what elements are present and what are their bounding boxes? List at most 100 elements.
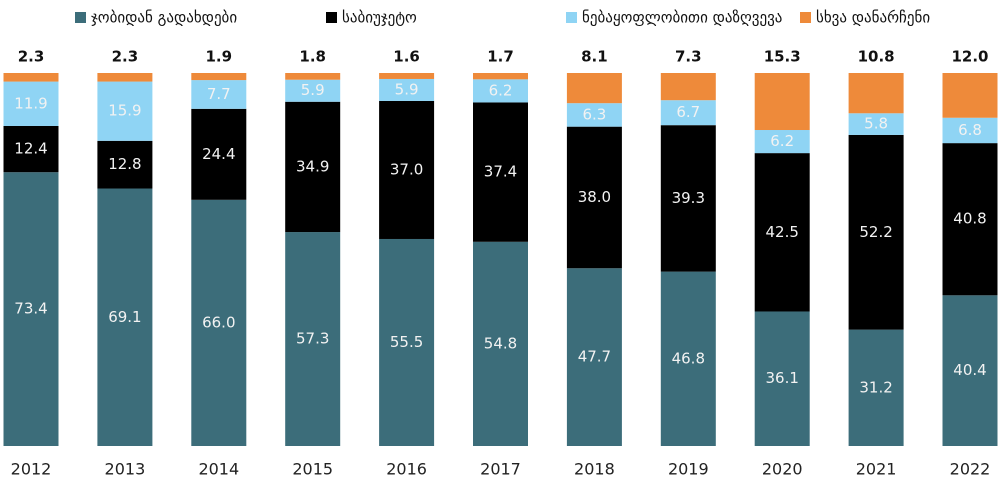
x-tick-label: 2014 — [198, 460, 239, 479]
total-label: 12.0 — [951, 48, 988, 66]
value-label: 37.4 — [484, 163, 517, 181]
total-label: 1.9 — [206, 48, 233, 66]
value-label: 6.2 — [770, 132, 794, 150]
value-label: 40.8 — [953, 210, 986, 228]
legend-label: ჯობიდან გადახდები — [91, 9, 237, 27]
bar-segment — [754, 311, 810, 446]
legend-swatch — [566, 12, 577, 23]
total-label: 8.1 — [581, 48, 608, 66]
value-label: 7.7 — [207, 85, 231, 103]
total-label: 15.3 — [764, 48, 801, 66]
value-label: 15.9 — [108, 102, 141, 120]
value-label: 37.0 — [390, 160, 423, 178]
bar-segment — [3, 73, 59, 82]
value-label: 66.0 — [202, 313, 235, 331]
x-tick-label: 2013 — [105, 460, 146, 479]
bar-segment — [97, 81, 153, 141]
bar-segment — [660, 100, 716, 126]
value-label: 31.2 — [859, 378, 892, 396]
value-label: 5.9 — [301, 81, 325, 99]
value-label: 6.8 — [958, 121, 982, 139]
bar-segment — [285, 232, 341, 446]
x-tick-label: 2021 — [856, 460, 897, 479]
total-label: 7.3 — [675, 48, 702, 66]
bar-segment — [566, 103, 622, 127]
bar-segment — [754, 153, 810, 312]
bar-segment — [379, 78, 435, 101]
bar-segment — [660, 125, 716, 272]
bar-segment — [191, 80, 247, 109]
bar-segment — [942, 143, 998, 296]
value-label: 73.4 — [14, 300, 47, 318]
value-label: 42.5 — [765, 223, 798, 241]
value-label: 54.8 — [484, 334, 517, 352]
value-label: 46.8 — [672, 349, 705, 367]
value-label: 40.4 — [953, 361, 986, 379]
legend-swatch — [800, 12, 811, 23]
bar-segment — [379, 238, 435, 446]
value-label: 12.4 — [14, 140, 47, 158]
bar-segment — [473, 102, 528, 242]
bar-segment — [566, 73, 622, 104]
bar-segment — [285, 73, 341, 80]
bar-segment — [473, 73, 528, 80]
bar-segment — [754, 130, 810, 154]
legend-label: სხვა დანარჩენი — [816, 9, 930, 27]
value-label: 5.9 — [395, 80, 419, 98]
bar-segment — [285, 79, 341, 102]
total-label: 2.3 — [18, 48, 45, 66]
bar-segment — [566, 268, 622, 446]
total-label: 1.8 — [299, 48, 326, 66]
value-label: 69.1 — [108, 308, 141, 326]
value-label: 6.7 — [676, 103, 700, 121]
x-tick-label: 2020 — [762, 460, 803, 479]
x-tick-label: 2015 — [292, 460, 333, 479]
bar-segment — [848, 329, 904, 446]
value-label: 12.8 — [108, 155, 141, 173]
bar-segment — [942, 295, 998, 446]
bar-segment — [3, 172, 59, 446]
bar-segment — [191, 73, 247, 81]
value-label: 38.0 — [578, 188, 611, 206]
x-tick-label: 2017 — [480, 460, 521, 479]
value-label: 47.7 — [578, 348, 611, 366]
bar-segment — [379, 73, 435, 79]
legend-swatch — [326, 12, 337, 23]
bar-segment — [191, 199, 247, 446]
bar-segment — [191, 108, 247, 200]
x-tick-label: 2019 — [668, 460, 709, 479]
legend-label: ნებაყოფლობითი დაზღვევა — [582, 9, 782, 27]
value-label: 5.8 — [864, 115, 888, 133]
bar-segment — [660, 271, 716, 446]
value-label: 6.2 — [489, 81, 513, 99]
value-label: 34.9 — [296, 157, 329, 175]
bar-segment — [942, 117, 998, 144]
legend-label: საბიუჯეტო — [342, 9, 417, 27]
bar-segment — [848, 113, 904, 135]
value-label: 6.3 — [582, 105, 606, 123]
bar-segment — [473, 79, 528, 103]
bar-segment — [660, 73, 716, 101]
value-label: 11.9 — [14, 94, 47, 112]
bar-segment — [848, 73, 904, 114]
bar-segment — [566, 126, 622, 269]
total-label: 10.8 — [858, 48, 895, 66]
bar-segment — [942, 73, 998, 118]
x-tick-label: 2012 — [11, 460, 52, 479]
value-label: 39.3 — [672, 189, 705, 207]
value-label: 24.4 — [202, 145, 235, 163]
bar-segment — [97, 188, 153, 447]
bar-segment — [97, 73, 153, 82]
value-label: 55.5 — [390, 333, 423, 351]
bar-segment — [3, 125, 59, 173]
total-label: 1.7 — [487, 48, 514, 66]
value-label: 36.1 — [765, 369, 798, 387]
x-tick-label: 2022 — [950, 460, 991, 479]
value-label: 57.3 — [296, 330, 329, 348]
bar-segment — [754, 73, 810, 131]
x-tick-label: 2016 — [386, 460, 427, 479]
bar-segment — [97, 140, 153, 189]
bar-segment — [285, 101, 341, 233]
bar-segment — [848, 134, 904, 330]
bar-segment — [379, 100, 435, 239]
